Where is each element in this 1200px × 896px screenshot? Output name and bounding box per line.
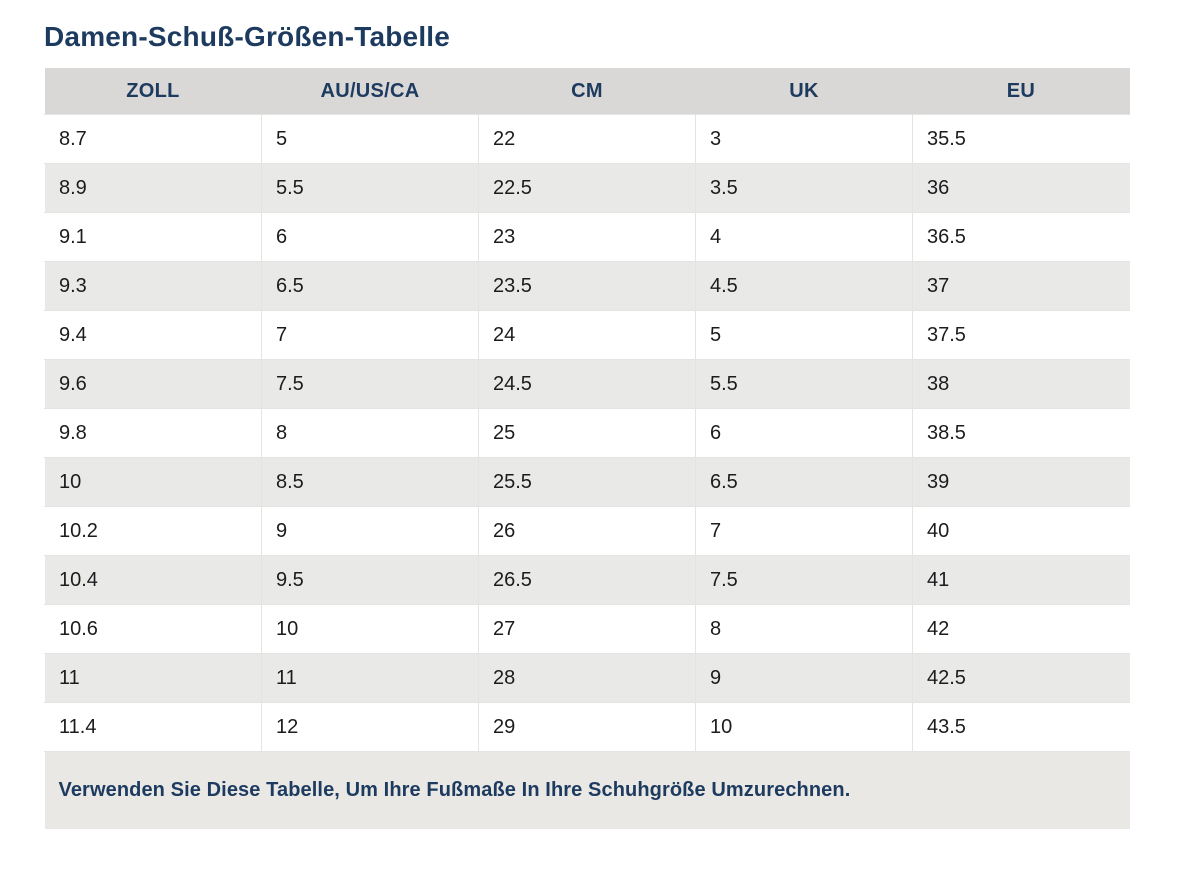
cell-zoll: 10 (44, 457, 262, 507)
cell-zoll: 9.8 (44, 408, 262, 458)
cell-zoll: 11 (44, 653, 262, 703)
cell-zoll: 9.6 (44, 359, 262, 409)
cell-cm: 23 (478, 212, 696, 262)
cell-cm: 25 (478, 408, 696, 458)
table-header-row: ZOLL AU/US/CA CM UK EU (44, 68, 1130, 115)
cell-zoll: 9.4 (44, 310, 262, 360)
cell-zoll: 10.2 (44, 506, 262, 556)
cell-uk: 9 (695, 653, 913, 703)
cell-uk: 8 (695, 604, 913, 654)
cell-zoll: 9.1 (44, 212, 262, 262)
cell-eu: 39 (912, 457, 1130, 507)
header-row: ZOLL AU/US/CA CM UK EU (44, 68, 1130, 115)
cell-eu: 38.5 (912, 408, 1130, 458)
cell-uk: 4 (695, 212, 913, 262)
cell-uk: 3 (695, 114, 913, 164)
cell-cm: 29 (478, 702, 696, 752)
cell-eu: 41 (912, 555, 1130, 605)
cell-eu: 37.5 (912, 310, 1130, 360)
column-header-au-us-ca: AU/US/CA (261, 68, 479, 115)
cell-au-us-ca: 11 (261, 653, 479, 703)
cell-cm: 24 (478, 310, 696, 360)
shoe-size-table: ZOLL AU/US/CA CM UK EU 8.7 5 22 3 35.5 8.9 5.5 22.5… (44, 68, 1130, 829)
cell-eu: 38 (912, 359, 1130, 409)
cell-au-us-ca: 8 (261, 408, 479, 458)
cell-au-us-ca: 7 (261, 310, 479, 360)
cell-cm: 28 (478, 653, 696, 703)
table-row: 8.9 5.5 22.5 3.5 36 (44, 163, 1130, 213)
cell-au-us-ca: 10 (261, 604, 479, 654)
table-footer: Verwenden Sie Diese Tabelle, Um Ihre Fuß… (44, 751, 1130, 829)
table-row: 9.1 6 23 4 36.5 (44, 212, 1130, 262)
cell-au-us-ca: 8.5 (261, 457, 479, 507)
cell-au-us-ca: 12 (261, 702, 479, 752)
cell-cm: 22.5 (478, 163, 696, 213)
cell-zoll: 11.4 (44, 702, 262, 752)
table-row: 11 11 28 9 42.5 (44, 653, 1130, 703)
cell-eu: 36 (912, 163, 1130, 213)
cell-cm: 25.5 (478, 457, 696, 507)
cell-au-us-ca: 5 (261, 114, 479, 164)
cell-cm: 23.5 (478, 261, 696, 311)
cell-zoll: 10.4 (44, 555, 262, 605)
cell-uk: 7 (695, 506, 913, 556)
table-row: 9.4 7 24 5 37.5 (44, 310, 1130, 360)
column-header-eu: EU (912, 68, 1130, 115)
cell-zoll: 10.6 (44, 604, 262, 654)
cell-uk: 10 (695, 702, 913, 752)
page-title: Damen-Schuß-Größen-Tabelle (44, 21, 451, 52)
column-header-cm: CM (478, 68, 696, 115)
cell-uk: 5.5 (695, 359, 913, 409)
cell-cm: 24.5 (478, 359, 696, 409)
cell-cm: 27 (478, 604, 696, 654)
cell-zoll: 8.9 (44, 163, 262, 213)
cell-uk: 5 (695, 310, 913, 360)
cell-zoll: 9.3 (44, 261, 262, 311)
cell-au-us-ca: 6 (261, 212, 479, 262)
table-body: 8.7 5 22 3 35.5 8.9 5.5 22.5 3.5 36 9.1 6 23 4 36.5 9.3… (44, 114, 1130, 752)
cell-uk: 4.5 (695, 261, 913, 311)
cell-au-us-ca: 7.5 (261, 359, 479, 409)
cell-eu: 40 (912, 506, 1130, 556)
cell-uk: 6 (695, 408, 913, 458)
table-footnote: Verwenden Sie Diese Tabelle, Um Ihre Fuß… (44, 751, 1130, 829)
column-header-uk: UK (695, 68, 913, 115)
table-row: 8.7 5 22 3 35.5 (44, 114, 1130, 164)
cell-eu: 35.5 (912, 114, 1130, 164)
table-row: 9.6 7.5 24.5 5.5 38 (44, 359, 1130, 409)
cell-au-us-ca: 9 (261, 506, 479, 556)
table-row: 10.2 9 26 7 40 (44, 506, 1130, 556)
table-row: 10 8.5 25.5 6.5 39 (44, 457, 1130, 507)
table-row: 11.4 12 29 10 43.5 (44, 702, 1130, 752)
cell-au-us-ca: 5.5 (261, 163, 479, 213)
cell-zoll: 8.7 (44, 114, 262, 164)
cell-eu: 43.5 (912, 702, 1130, 752)
table-row: 9.3 6.5 23.5 4.5 37 (44, 261, 1130, 311)
cell-eu: 42 (912, 604, 1130, 654)
cell-au-us-ca: 9.5 (261, 555, 479, 605)
cell-uk: 7.5 (695, 555, 913, 605)
cell-uk: 6.5 (695, 457, 913, 507)
cell-eu: 36.5 (912, 212, 1130, 262)
cell-uk: 3.5 (695, 163, 913, 213)
cell-cm: 22 (478, 114, 696, 164)
table-row: 10.4 9.5 26.5 7.5 41 (44, 555, 1130, 605)
cell-eu: 37 (912, 261, 1130, 311)
cell-eu: 42.5 (912, 653, 1130, 703)
table-row: 9.8 8 25 6 38.5 (44, 408, 1130, 458)
table-row: 10.6 10 27 8 42 (44, 604, 1130, 654)
cell-au-us-ca: 6.5 (261, 261, 479, 311)
cell-cm: 26 (478, 506, 696, 556)
cell-cm: 26.5 (478, 555, 696, 605)
column-header-zoll: ZOLL (44, 68, 262, 115)
